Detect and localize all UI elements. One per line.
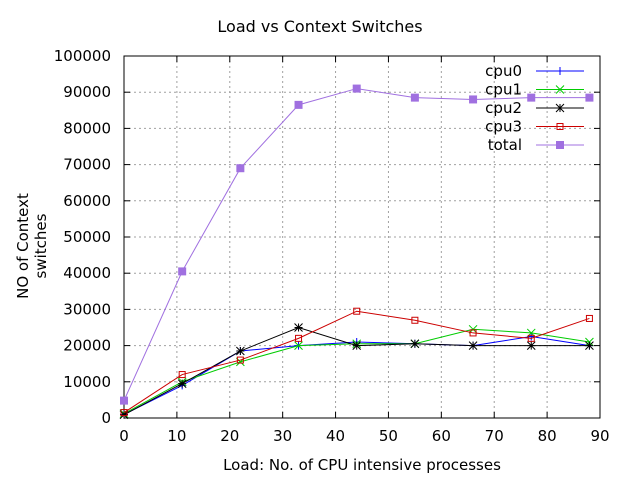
y-tick-label: 60000 <box>63 192 111 210</box>
data-point-cpu2 <box>410 339 420 349</box>
series-line-cpu3 <box>123 310 590 413</box>
y-tick-label: 20000 <box>63 337 111 355</box>
y-tick-label: 0 <box>101 409 111 427</box>
data-point-total <box>294 100 303 109</box>
legend-item-cpu1: cpu1 <box>485 81 584 99</box>
axis-ticks: 0 10 20 30 40 50 60 70 80 90 0 10000 20000 30000 40000… <box>54 47 610 445</box>
data-point-cpu2 <box>294 323 303 332</box>
x-tick-label: 70 <box>485 427 504 445</box>
x-tick-label: 20 <box>220 427 239 445</box>
legend-marker <box>556 141 564 149</box>
data-point-total <box>236 164 245 173</box>
data-point-cpu2 <box>468 341 478 350</box>
data-point-total <box>178 267 187 276</box>
legend-label: cpu3 <box>485 118 522 136</box>
x-tick-label: 0 <box>119 427 129 445</box>
data-point-total <box>352 84 361 93</box>
legend-label: cpu2 <box>485 99 522 117</box>
data-point-cpu3 <box>236 356 244 364</box>
legend-label: cpu0 <box>485 62 522 80</box>
data-point-total <box>410 93 419 102</box>
x-tick-label: 60 <box>432 427 451 445</box>
data-point-cpu2 <box>526 341 536 350</box>
y-tick-label: 70000 <box>63 156 111 174</box>
legend-item-cpu2: cpu2 <box>485 99 584 117</box>
y-axis-label: NO of Context switches <box>14 193 50 299</box>
legend-item-cpu3: cpu3 <box>485 118 584 136</box>
legend-marker <box>556 67 564 75</box>
data-point-cpu2 <box>177 379 187 388</box>
legend-marker <box>556 123 564 130</box>
data-point-total <box>527 93 536 102</box>
legend-item-cpu0: cpu0 <box>485 62 584 80</box>
x-tick-label: 80 <box>538 427 557 445</box>
data-point-cpu3 <box>178 371 186 379</box>
x-tick-label: 30 <box>273 427 292 445</box>
x-tick-label: 10 <box>167 427 186 445</box>
series-lines <box>119 84 594 420</box>
data-point-total <box>585 93 594 102</box>
y-tick-label: 30000 <box>63 300 111 318</box>
grid <box>124 56 600 418</box>
y-tick-label: 50000 <box>63 228 111 246</box>
data-point-cpu3 <box>469 329 477 337</box>
y-tick-label: 90000 <box>63 83 111 101</box>
x-tick-label: 50 <box>379 427 398 445</box>
data-point-total <box>120 396 128 405</box>
data-point-cpu3 <box>120 409 128 417</box>
y-tick-label: 40000 <box>63 264 111 282</box>
data-point-cpu2 <box>236 346 245 356</box>
data-point-cpu3 <box>585 314 593 322</box>
y-tick-label: 100000 <box>54 47 111 65</box>
x-tick-label: 90 <box>590 427 609 445</box>
data-point-cpu3 <box>295 334 303 342</box>
legend-marker <box>555 85 565 94</box>
data-point-cpu2 <box>585 341 594 350</box>
legend-label: total <box>488 136 522 154</box>
data-point-total <box>469 95 478 104</box>
y-tick-label: 10000 <box>63 373 111 391</box>
x-axis-label: Load: No. of CPU intensive processes <box>223 456 501 474</box>
y-tick-label: 80000 <box>63 119 111 137</box>
legend-marker <box>555 103 565 113</box>
legend-item-total: total <box>488 136 584 154</box>
data-point-cpu3 <box>353 307 361 315</box>
chart-title: Load vs Context Switches <box>217 17 423 36</box>
data-point-cpu2 <box>352 341 362 350</box>
x-tick-label: 40 <box>326 427 345 445</box>
data-point-cpu2 <box>119 410 129 420</box>
data-point-cpu3 <box>527 334 535 342</box>
data-point-cpu3 <box>411 316 419 324</box>
legend-label: cpu1 <box>485 81 522 99</box>
data-point-cpu1 <box>294 341 303 350</box>
